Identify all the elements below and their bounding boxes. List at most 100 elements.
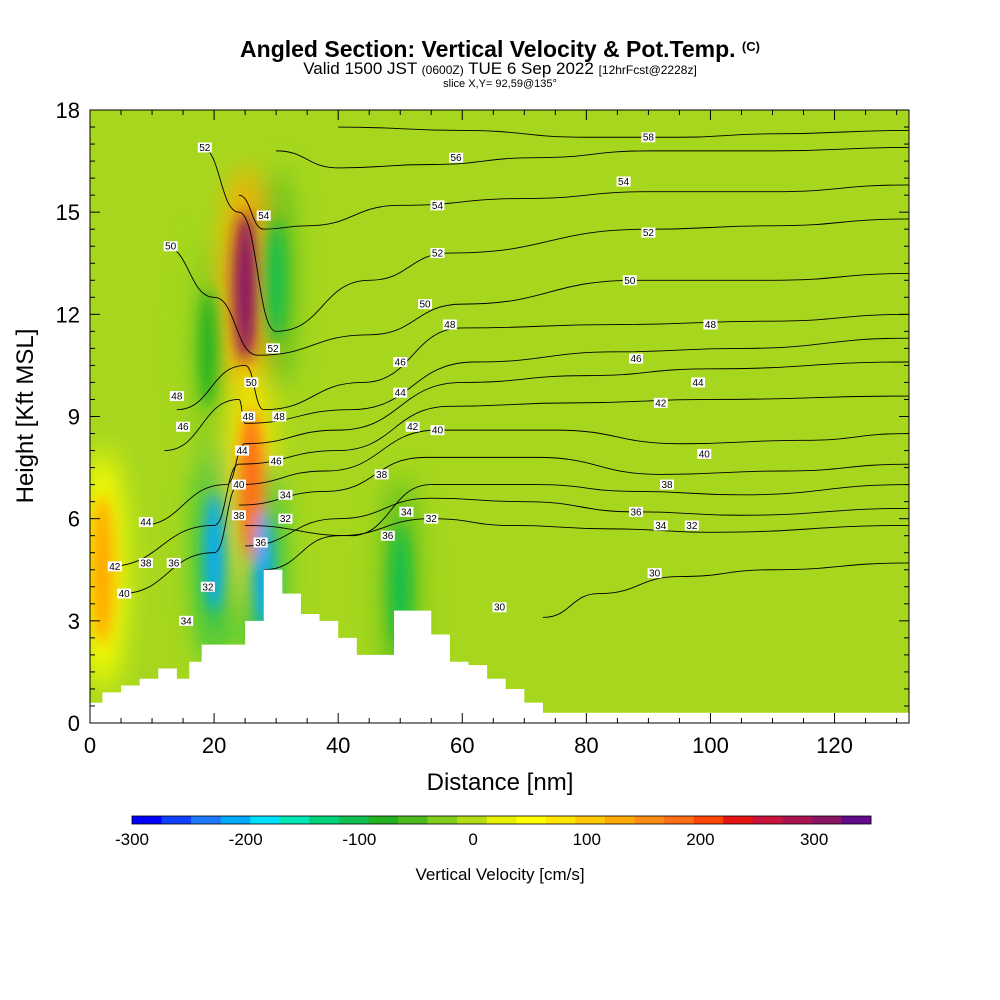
chart-title: Angled Section: Vertical Velocity & Pot.… xyxy=(240,36,760,62)
contour-label: 34 xyxy=(278,489,293,501)
x-tick-label: 60 xyxy=(450,733,474,758)
forecast-tag: [12hrFcst@2228z] xyxy=(598,63,697,77)
svg-text:36: 36 xyxy=(630,507,642,518)
contour-label: 30 xyxy=(492,602,507,614)
svg-text:38: 38 xyxy=(140,558,152,569)
updraft-core xyxy=(233,212,258,363)
contour-label: 40 xyxy=(697,448,712,460)
colorbar-swatch xyxy=(811,816,842,824)
theta-contour-34 xyxy=(245,497,909,547)
copyright-mark: (C) xyxy=(741,39,760,54)
svg-text:34: 34 xyxy=(655,521,667,532)
svg-text:46: 46 xyxy=(630,354,642,365)
contour-label: 52 xyxy=(430,248,445,260)
contour-label: 40 xyxy=(117,588,132,600)
contour-label: 40 xyxy=(430,425,445,437)
svg-text:50: 50 xyxy=(246,378,258,389)
y-tick-label: 0 xyxy=(68,711,80,736)
terrain-mask xyxy=(90,569,909,723)
colorbar-swatch xyxy=(604,816,635,824)
colorbar-swatch xyxy=(723,816,754,824)
svg-text:42: 42 xyxy=(109,562,121,573)
contour-label: 52 xyxy=(197,142,212,154)
svg-text:50: 50 xyxy=(419,300,431,311)
colorbar-swatch xyxy=(516,816,547,824)
contour-label: 48 xyxy=(169,391,184,403)
svg-text:50: 50 xyxy=(624,276,636,287)
colorbar-swatch xyxy=(161,816,192,824)
svg-text:48: 48 xyxy=(444,320,456,331)
theta-contour-38 xyxy=(238,456,909,506)
theta-contour-54 xyxy=(238,184,909,230)
contour-label: 44 xyxy=(138,517,153,529)
svg-text:40: 40 xyxy=(699,449,711,460)
contour-label: 42 xyxy=(405,421,420,433)
svg-text:44: 44 xyxy=(395,388,407,399)
contour-label: 50 xyxy=(418,299,433,311)
colorbar-swatch xyxy=(368,816,399,824)
svg-text:44: 44 xyxy=(236,446,248,457)
svg-text:30: 30 xyxy=(494,603,506,614)
theta-contour-50 xyxy=(164,245,909,356)
svg-text:44: 44 xyxy=(692,378,704,389)
colorbar-swatch xyxy=(309,816,340,824)
contour-label: 42 xyxy=(107,561,122,573)
colorbar-swatch xyxy=(841,816,872,824)
colorbar-swatch xyxy=(782,816,813,824)
svg-text:32: 32 xyxy=(202,582,214,593)
contour-label: 52 xyxy=(266,343,281,355)
contour-label: 52 xyxy=(641,227,656,239)
colorbar-swatch xyxy=(752,816,783,824)
svg-text:40: 40 xyxy=(233,480,245,491)
svg-text:30: 30 xyxy=(649,569,661,580)
x-tick-label: 120 xyxy=(816,733,853,758)
colorbar-swatch xyxy=(457,816,488,824)
y-tick-label: 15 xyxy=(56,200,80,225)
svg-text:54: 54 xyxy=(432,201,444,212)
theta-contour-42 xyxy=(108,395,909,567)
colorbar-swatch xyxy=(693,816,724,824)
svg-text:54: 54 xyxy=(618,177,630,188)
contour-label: 54 xyxy=(616,176,631,188)
theta-contour-58 xyxy=(338,126,909,138)
svg-text:38: 38 xyxy=(376,470,388,481)
svg-text:46: 46 xyxy=(271,456,283,467)
y-tick-label: 9 xyxy=(68,405,80,430)
svg-text:40: 40 xyxy=(119,589,131,600)
valid-utc: (0600Z) xyxy=(421,63,464,77)
svg-text:36: 36 xyxy=(382,531,394,542)
svg-text:48: 48 xyxy=(705,320,717,331)
contour-label: 30 xyxy=(647,568,662,580)
colorbar-tick-label: -200 xyxy=(229,830,263,849)
contour-label: 34 xyxy=(399,506,414,518)
contour-label: 36 xyxy=(629,506,643,518)
colorbar-swatch xyxy=(486,816,517,824)
contour-label: 36 xyxy=(253,537,268,549)
svg-text:42: 42 xyxy=(407,422,419,433)
y-tick-label: 12 xyxy=(56,302,80,327)
x-tick-label: 40 xyxy=(326,733,350,758)
colorbar-swatch xyxy=(132,816,162,824)
svg-text:52: 52 xyxy=(643,228,655,239)
y-axis-label: Height [Kft MSL] xyxy=(12,329,39,504)
slice-info: slice X,Y= 92,59@135° xyxy=(443,78,557,90)
svg-text:38: 38 xyxy=(233,511,245,522)
updraft-core xyxy=(90,494,115,645)
x-tick-label: 20 xyxy=(202,733,226,758)
colorbar-swatch xyxy=(545,816,576,824)
y-tick-label: 3 xyxy=(68,609,80,634)
theta-contour-36 xyxy=(245,484,909,537)
contour-label: 32 xyxy=(424,513,439,525)
svg-text:50: 50 xyxy=(165,242,177,253)
contour-label: 48 xyxy=(442,319,457,331)
contour-label: 38 xyxy=(374,469,389,481)
colorbar-swatch xyxy=(427,816,458,824)
contour-label: 44 xyxy=(691,377,706,389)
contour-label: 38 xyxy=(138,557,153,569)
contour-label: 54 xyxy=(256,210,271,222)
svg-text:44: 44 xyxy=(140,518,152,529)
contour-label: 42 xyxy=(653,397,668,409)
theta-contour-56 xyxy=(276,147,909,169)
x-tick-label: 80 xyxy=(574,733,598,758)
